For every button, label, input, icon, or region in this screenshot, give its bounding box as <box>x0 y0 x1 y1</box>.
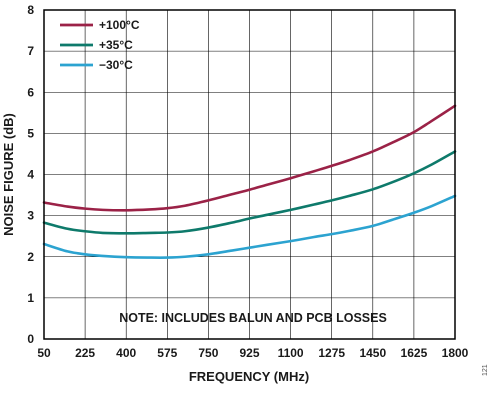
chart-note: NOTE: INCLUDES BALUN AND PCB LOSSES <box>119 311 387 325</box>
y-tick-label: 6 <box>27 85 34 99</box>
legend-label-minus30c: −30°C <box>99 58 133 72</box>
x-tick-label: 1625 <box>401 346 428 360</box>
x-tick-label: 575 <box>157 346 177 360</box>
y-axis-title: NOISE FIGURE (dB) <box>1 113 16 236</box>
plot-frame <box>43 9 456 340</box>
y-tick-label: 4 <box>27 168 34 182</box>
series-line-minus30c <box>42 194 457 259</box>
x-tick-label: 1100 <box>278 346 304 360</box>
x-tick-label: 50 <box>37 346 51 360</box>
y-tick-label: 1 <box>27 291 34 305</box>
y-tick-label: 5 <box>27 126 34 140</box>
x-axis-title: FREQUENCY (MHz) <box>189 369 309 384</box>
y-tick-label: 8 <box>27 3 34 17</box>
x-tick-label: 225 <box>75 346 95 360</box>
figure-id: 121 <box>482 364 489 376</box>
y-tick-label: 3 <box>27 209 34 223</box>
y-tick-label: 2 <box>27 250 34 264</box>
legend: +100°C +35°C −30°C <box>60 18 140 72</box>
y-tick-label: 0 <box>27 332 34 346</box>
x-tick-label: 750 <box>198 346 218 360</box>
x-tick-label: 1450 <box>359 346 386 360</box>
series-layer <box>42 104 457 259</box>
legend-label-100c: +100°C <box>99 18 140 32</box>
series-line-35c <box>42 150 457 235</box>
x-tick-label: 925 <box>239 346 259 360</box>
legend-label-35c: +35°C <box>99 38 133 52</box>
x-tick-label: 1800 <box>442 346 469 360</box>
series-line-100c <box>42 104 457 212</box>
y-tick-label: 7 <box>27 44 34 58</box>
x-tick-label: 400 <box>116 346 136 360</box>
tick-layer: 50 225 400 575 750 925 1100 1275 1450 1625 1800012… <box>27 3 468 360</box>
x-tick-label: 1275 <box>318 346 345 360</box>
